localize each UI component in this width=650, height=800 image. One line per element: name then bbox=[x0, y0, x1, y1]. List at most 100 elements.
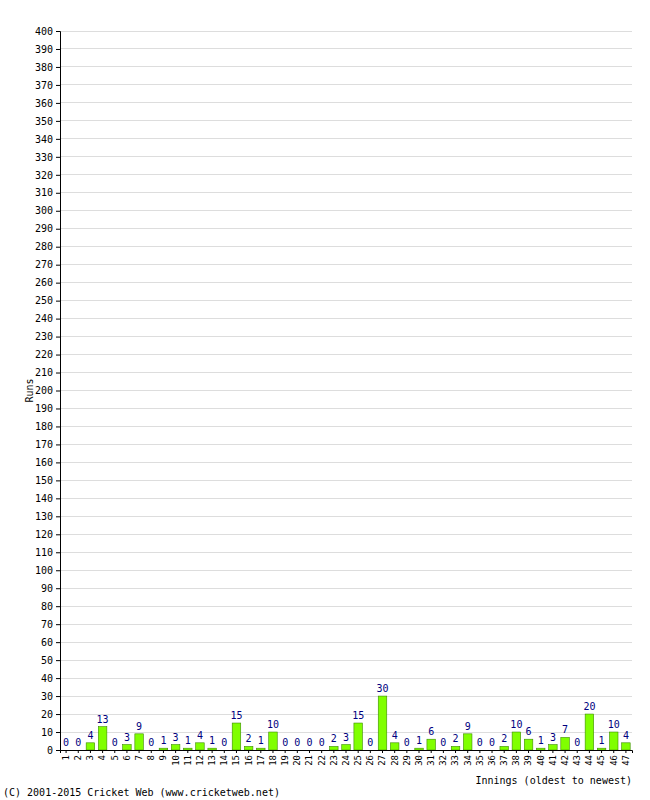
bar bbox=[378, 696, 387, 750]
x-tick: 47 bbox=[621, 750, 631, 766]
y-tick-mark bbox=[56, 373, 60, 374]
x-tick: 31 bbox=[426, 750, 436, 766]
bar bbox=[305, 750, 314, 751]
data-label: 0 bbox=[306, 737, 312, 748]
y-tick-label: 80 bbox=[41, 601, 53, 612]
y-tick-label: 0 bbox=[47, 745, 53, 756]
grid-line bbox=[60, 84, 632, 85]
y-tick-label: 70 bbox=[41, 619, 53, 630]
bar bbox=[269, 732, 278, 750]
x-tick-mark bbox=[492, 750, 493, 753]
data-label: 6 bbox=[526, 726, 532, 737]
x-tick-mark bbox=[504, 750, 505, 753]
x-tick: 46 bbox=[609, 750, 619, 766]
grid-line bbox=[60, 264, 632, 265]
x-tick: 33 bbox=[450, 750, 460, 766]
x-tick-mark bbox=[139, 750, 140, 753]
x-tick-mark bbox=[479, 750, 480, 753]
grid-line bbox=[60, 48, 632, 49]
y-tick: 220 bbox=[35, 349, 60, 360]
x-tick-label: 46 bbox=[609, 755, 619, 766]
x-tick-label: 27 bbox=[377, 755, 387, 766]
y-tick-mark bbox=[56, 67, 60, 68]
x-tick: 39 bbox=[523, 750, 533, 766]
x-tick-label: 34 bbox=[463, 755, 473, 766]
y-tick: 380 bbox=[35, 62, 60, 73]
x-tick-mark bbox=[151, 750, 152, 753]
chart: 0041303901314101521100000231503040160290… bbox=[0, 0, 650, 800]
y-tick-mark bbox=[56, 678, 60, 679]
bar bbox=[451, 746, 460, 750]
x-tick-mark bbox=[565, 750, 566, 753]
y-tick-label: 150 bbox=[35, 475, 53, 486]
y-tick-label: 20 bbox=[41, 709, 53, 720]
bar bbox=[573, 750, 582, 751]
y-tick-label: 310 bbox=[35, 187, 53, 198]
grid-line bbox=[60, 714, 632, 715]
y-tick: 230 bbox=[35, 331, 60, 342]
y-tick: 0 bbox=[47, 745, 60, 756]
grid-line bbox=[60, 552, 632, 553]
bar bbox=[463, 734, 472, 750]
x-tick-mark bbox=[224, 750, 225, 753]
y-tick-mark bbox=[56, 211, 60, 212]
y-tick-label: 390 bbox=[35, 44, 53, 55]
y-tick: 210 bbox=[35, 367, 60, 378]
x-tick: 25 bbox=[353, 750, 363, 766]
x-tick-mark bbox=[443, 750, 444, 753]
y-tick: 350 bbox=[35, 116, 60, 127]
x-tick: 26 bbox=[365, 750, 375, 766]
y-tick: 160 bbox=[35, 457, 60, 468]
x-axis-line bbox=[61, 751, 633, 754]
y-tick-mark bbox=[56, 498, 60, 499]
grid-line bbox=[60, 426, 632, 427]
x-tick-mark bbox=[552, 750, 553, 753]
y-tick: 140 bbox=[35, 493, 60, 504]
data-label: 10 bbox=[510, 719, 522, 730]
grid-line bbox=[60, 696, 632, 697]
bar bbox=[500, 746, 509, 750]
x-tick: 11 bbox=[183, 750, 193, 766]
y-tick-mark bbox=[56, 480, 60, 481]
x-tick-mark bbox=[467, 750, 468, 753]
x-axis: 1234567891011121314151617181920212223242… bbox=[61, 750, 633, 766]
x-tick: 20 bbox=[292, 750, 302, 766]
data-label: 1 bbox=[160, 735, 166, 746]
grid-line bbox=[60, 192, 632, 193]
data-label: 10 bbox=[608, 719, 620, 730]
grid-line bbox=[60, 66, 632, 67]
y-tick-mark bbox=[56, 229, 60, 230]
x-tick: 44 bbox=[584, 750, 594, 766]
data-label: 0 bbox=[489, 737, 495, 748]
x-tick: 17 bbox=[256, 750, 266, 766]
y-tick-mark bbox=[56, 265, 60, 266]
bar bbox=[366, 750, 375, 751]
y-tick: 40 bbox=[41, 673, 60, 684]
x-tick-label: 29 bbox=[402, 755, 412, 766]
x-tick-label: 41 bbox=[548, 755, 558, 766]
bar bbox=[330, 746, 339, 750]
bar bbox=[232, 723, 241, 750]
y-tick-label: 380 bbox=[35, 62, 53, 73]
x-tick-label: 33 bbox=[450, 755, 460, 766]
x-tick-label: 3 bbox=[85, 755, 95, 760]
x-tick: 28 bbox=[390, 750, 400, 766]
x-tick: 16 bbox=[244, 750, 254, 766]
x-tick: 4 bbox=[97, 750, 107, 760]
y-tick-mark bbox=[56, 570, 60, 571]
data-label: 0 bbox=[477, 737, 483, 748]
x-tick-mark bbox=[102, 750, 103, 753]
x-tick-mark bbox=[163, 750, 164, 753]
x-tick-label: 9 bbox=[158, 755, 168, 760]
bar bbox=[257, 748, 266, 750]
y-tick-mark bbox=[56, 175, 60, 176]
grid-line bbox=[60, 228, 632, 229]
y-tick-label: 340 bbox=[35, 134, 53, 145]
data-label: 1 bbox=[416, 735, 422, 746]
x-tick-label: 18 bbox=[268, 755, 278, 766]
bar bbox=[597, 748, 606, 750]
x-tick-label: 17 bbox=[256, 755, 266, 766]
data-label: 0 bbox=[63, 737, 69, 748]
bar bbox=[609, 732, 618, 750]
y-tick: 340 bbox=[35, 134, 60, 145]
